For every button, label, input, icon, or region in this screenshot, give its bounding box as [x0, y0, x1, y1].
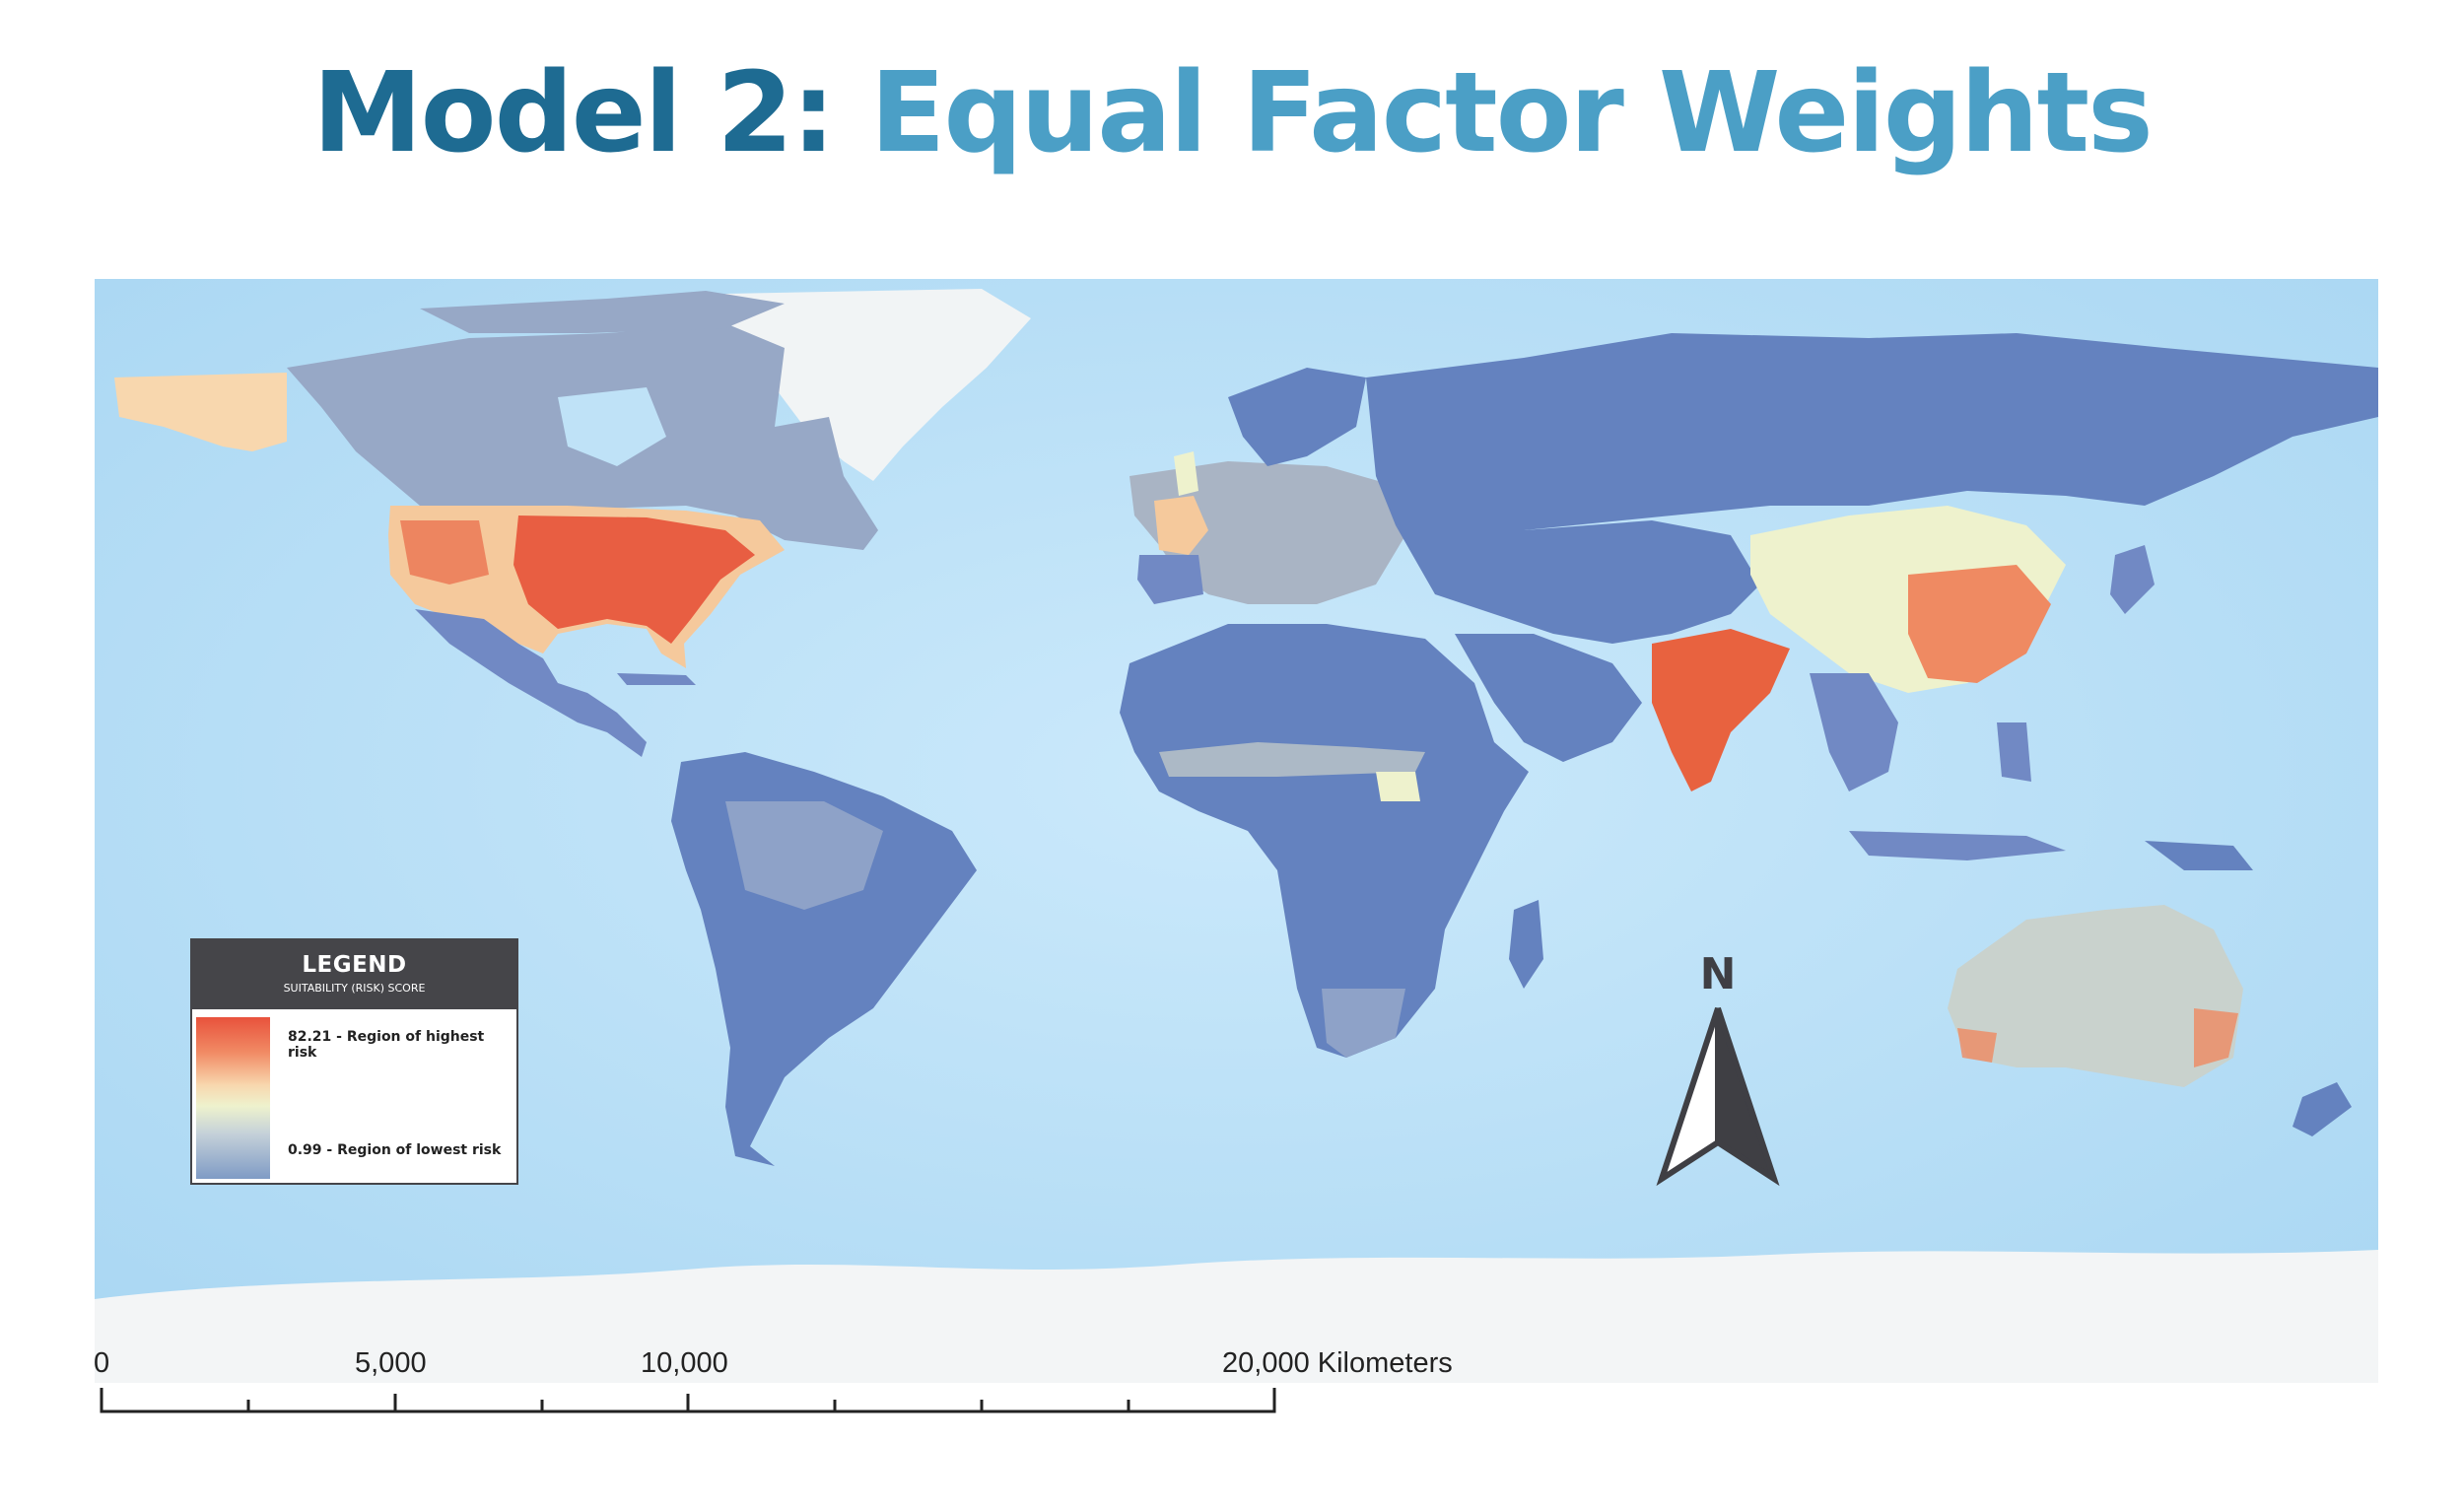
iberia [1137, 555, 1203, 604]
sahel-band [1159, 742, 1425, 777]
cuba [617, 673, 696, 685]
world-risk-map[interactable]: N [95, 279, 2378, 1383]
arctic-islands [420, 291, 785, 333]
india [1652, 629, 1790, 791]
antarctica [95, 1250, 2378, 1383]
legend-header: LEGEND SUITABILITY (RISK) SCORE [192, 940, 516, 1009]
title-model-number: Model 2: [312, 49, 836, 177]
east-africa-highlands [1376, 772, 1420, 801]
usa-west-risk [400, 520, 489, 584]
legend-subtitle: SUITABILITY (RISK) SCORE [283, 982, 426, 995]
legend-low-label: 0.99 - Region of lowest risk [288, 1142, 502, 1158]
uk [1174, 451, 1198, 496]
page-title: Model 2: Equal Factor Weights [0, 47, 2464, 179]
australia [1948, 905, 2243, 1087]
philippines [1997, 722, 2031, 782]
north-arrow-right-half [1715, 1007, 1780, 1187]
scandinavia [1228, 368, 1366, 466]
scale-label-5000: 5,000 [355, 1347, 427, 1379]
amazon-region [725, 801, 883, 910]
new-zealand [2293, 1082, 2352, 1136]
scale-label-0: 0 [94, 1347, 110, 1379]
africa [1120, 624, 1529, 1058]
southeast-asia [1810, 673, 1898, 791]
scale-bar-line [100, 1388, 1276, 1413]
alaska [114, 373, 287, 451]
hudson-bay [558, 387, 666, 466]
legend: LEGEND SUITABILITY (RISK) SCORE 82.21 - … [190, 938, 518, 1185]
title-model-name: Equal Factor Weights [869, 49, 2154, 177]
indonesia [1849, 831, 2066, 860]
north-arrow: N [1656, 949, 1780, 1187]
madagascar [1509, 900, 1543, 989]
japan [2110, 545, 2155, 614]
north-arrow-label: N [1700, 949, 1737, 999]
legend-color-ramp [196, 1017, 270, 1179]
western-europe [1154, 496, 1208, 555]
mexico [415, 609, 647, 757]
australia-sw-risk [1957, 1028, 1997, 1063]
greenland [725, 289, 1031, 481]
usa-high-risk-core [513, 515, 755, 644]
arabia [1455, 634, 1642, 762]
legend-high-label: 82.21 - Region of highest risk [288, 1029, 485, 1061]
scale-label-10000: 10,000 [641, 1347, 728, 1379]
legend-title: LEGEND [302, 952, 407, 978]
east-china-high-risk [1908, 565, 2051, 683]
scale-label-20000: 20,000 Kilometers [1222, 1347, 1453, 1379]
new-guinea [2145, 841, 2253, 870]
russia [1366, 333, 2378, 535]
south-africa [1322, 989, 1405, 1058]
central-asia [1396, 520, 1760, 644]
scale-bar [100, 1388, 1276, 1413]
australia-east-risk [2194, 1008, 2238, 1067]
